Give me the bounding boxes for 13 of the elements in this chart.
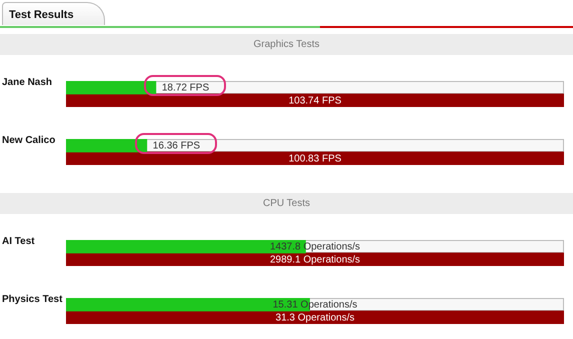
data-label: 103.74 FPS [288, 95, 342, 106]
data-label: 2989.1 Operations/s [270, 254, 360, 266]
chart-subtitle: Graphics Tests [0, 34, 573, 55]
y-tick-label: Physics Test [2, 294, 64, 305]
y-tick-label: New Calico [2, 134, 56, 146]
data-label: 16.36 FPS [152, 140, 200, 152]
data-label: 100.83 FPS [288, 153, 342, 164]
data-label: 18.72 FPS [162, 82, 210, 94]
y-tick-label: AI Test [2, 236, 36, 247]
data-label: 31.3 Operations/s [276, 312, 354, 324]
chart-title: Test Results [2, 2, 105, 25]
y-tick-label: Jane Nash [2, 76, 52, 88]
chart-subtitle: CPU Tests [0, 193, 573, 214]
